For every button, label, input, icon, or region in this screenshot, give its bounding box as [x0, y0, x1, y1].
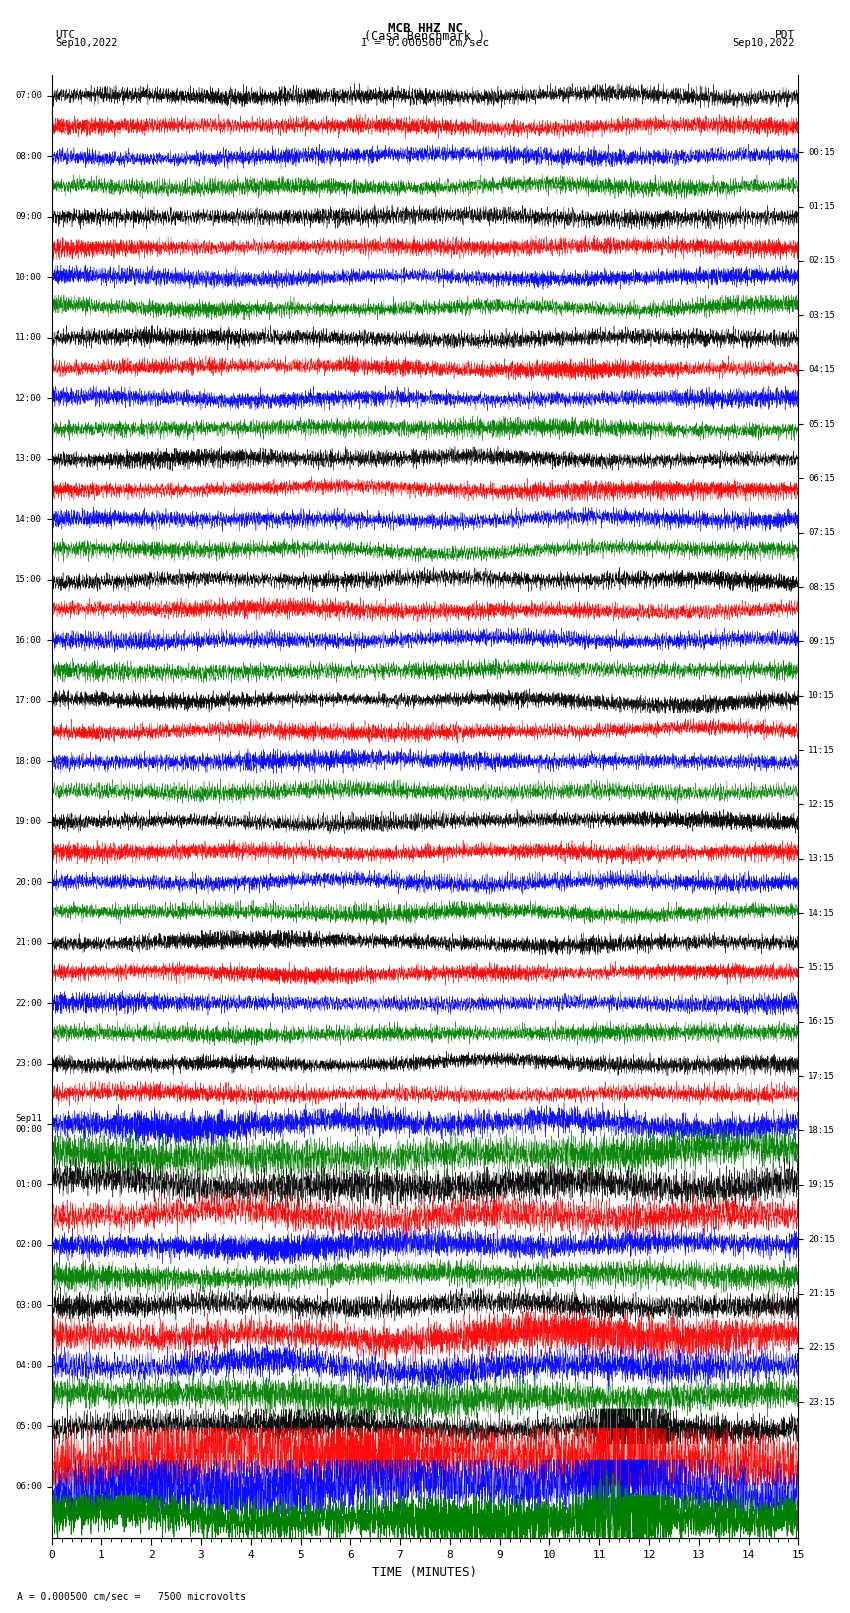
Text: (Casa Benchmark ): (Casa Benchmark )	[365, 31, 485, 44]
Text: Sep10,2022: Sep10,2022	[55, 37, 118, 48]
Text: MCB HHZ NC: MCB HHZ NC	[388, 23, 462, 35]
Text: I = 0.000500 cm/sec: I = 0.000500 cm/sec	[361, 37, 489, 48]
Text: UTC: UTC	[55, 31, 76, 40]
Text: A = 0.000500 cm/sec =   7500 microvolts: A = 0.000500 cm/sec = 7500 microvolts	[17, 1592, 246, 1602]
Text: PDT: PDT	[774, 31, 795, 40]
X-axis label: TIME (MINUTES): TIME (MINUTES)	[372, 1566, 478, 1579]
Text: Sep10,2022: Sep10,2022	[732, 37, 795, 48]
